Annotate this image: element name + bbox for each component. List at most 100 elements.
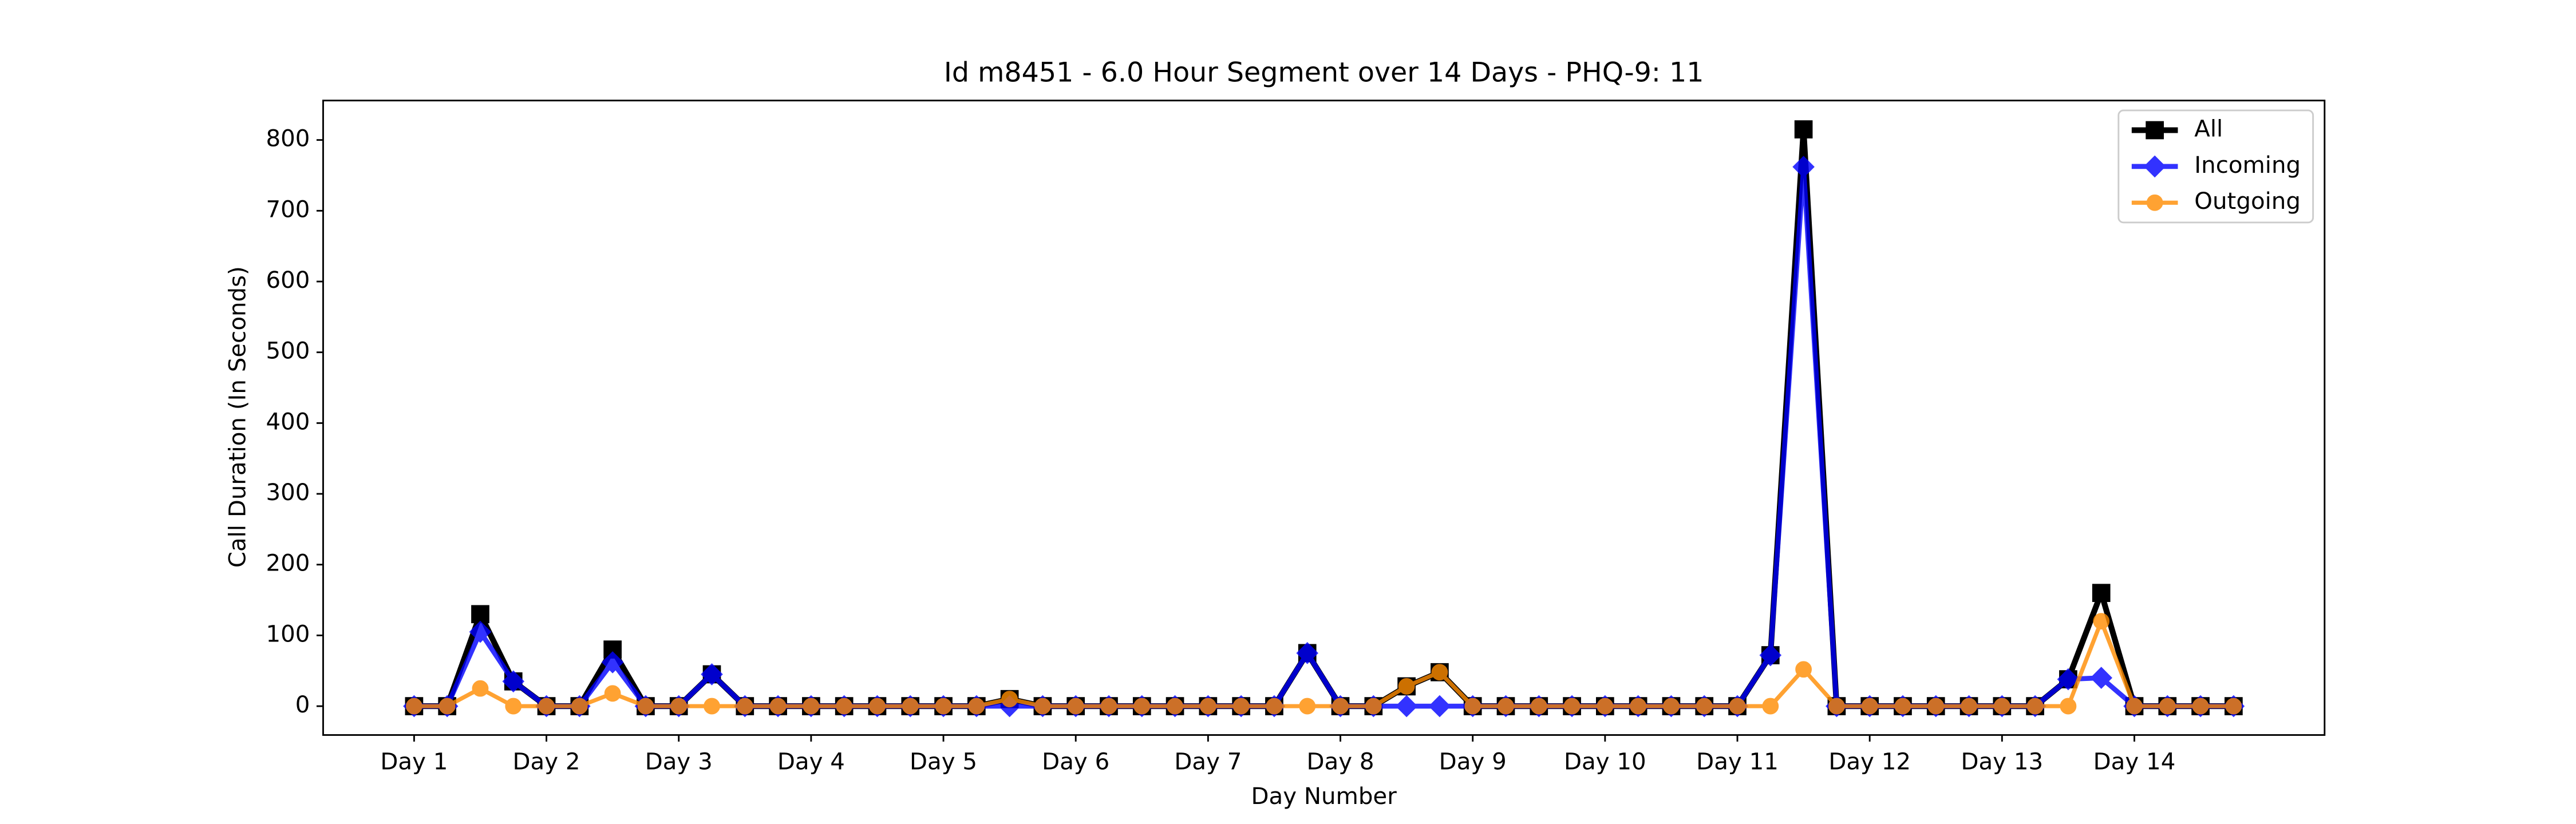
marker [2225, 698, 2242, 715]
marker [2092, 584, 2111, 603]
marker [2126, 698, 2143, 715]
series-line [414, 619, 2234, 708]
marker [2090, 667, 2113, 689]
marker [869, 698, 886, 715]
marker [2159, 698, 2176, 715]
marker [2093, 613, 2110, 630]
y-tick-label: 700 [266, 196, 310, 223]
marker [469, 620, 492, 643]
marker [1498, 698, 1514, 715]
x-tick-label: Day 9 [1439, 748, 1507, 775]
marker [1299, 698, 1316, 715]
x-tick-label: Day 11 [1696, 748, 1779, 775]
marker [538, 698, 555, 715]
x-tick-label: Day 10 [1564, 748, 1646, 775]
marker [1795, 661, 1812, 678]
legend-entry [2131, 155, 2178, 178]
marker [472, 680, 489, 697]
marker [1792, 156, 1815, 178]
x-tick-label: Day 14 [2093, 748, 2176, 775]
marker [1563, 698, 1581, 715]
plot-frame [322, 100, 2326, 736]
marker [670, 698, 688, 715]
marker [836, 698, 853, 715]
x-tick-label: Day 7 [1174, 748, 1242, 775]
marker [1034, 698, 1051, 715]
series [406, 613, 2242, 715]
marker [1199, 698, 1216, 715]
marker [1762, 698, 1779, 715]
marker [1961, 698, 1977, 715]
chart-title: Id m8451 - 6.0 Hour Segment over 14 Days… [944, 57, 1704, 89]
y-tick-label: 0 [295, 691, 310, 718]
marker [1067, 698, 1084, 715]
series [405, 120, 2243, 715]
marker [1296, 642, 1319, 664]
marker [1100, 698, 1117, 715]
marker [604, 685, 621, 702]
marker [1927, 698, 1945, 715]
marker [968, 698, 985, 715]
y-axis-label: Call Duration (In Seconds) [224, 266, 251, 568]
series-line [414, 126, 2234, 710]
marker [1894, 698, 1911, 715]
marker [704, 698, 720, 715]
marker [2057, 668, 2080, 691]
x-tick-label: Day 3 [645, 748, 713, 775]
marker [2146, 194, 2163, 211]
marker [1133, 698, 1151, 715]
legend-entry [2131, 194, 2178, 211]
y-tick-label: 300 [266, 479, 310, 506]
marker [2143, 155, 2166, 178]
y-tick-label: 500 [266, 338, 310, 365]
x-tick-label: Day 2 [513, 748, 580, 775]
marker [1993, 698, 2010, 715]
x-tick-label: Day 8 [1306, 748, 1374, 775]
x-tick-label: Day 6 [1042, 748, 1109, 775]
legend-entry [2131, 121, 2178, 140]
x-tick-label: Day 5 [910, 748, 977, 775]
marker [1696, 698, 1713, 715]
marker [1663, 698, 1680, 715]
series [403, 156, 2245, 718]
marker [1630, 698, 1647, 715]
marker [803, 698, 820, 715]
marker [1597, 698, 1614, 715]
x-tick-label: Day 13 [1961, 748, 2043, 775]
marker [2192, 698, 2209, 715]
marker [1759, 644, 1782, 667]
marker [1398, 678, 1415, 695]
marker [1530, 698, 1547, 715]
marker [505, 698, 522, 715]
legend-label: Incoming [2194, 152, 2301, 179]
marker [406, 698, 422, 715]
marker [1464, 698, 1481, 715]
marker [438, 698, 456, 715]
marker [1828, 698, 1845, 715]
marker [1266, 698, 1283, 715]
marker [502, 670, 525, 693]
marker [1794, 120, 1813, 138]
marker [637, 698, 654, 715]
marker [2146, 121, 2164, 140]
marker [701, 663, 723, 686]
marker [1428, 695, 1451, 718]
y-tick-label: 600 [266, 267, 310, 294]
marker [471, 605, 489, 624]
marker [1729, 698, 1746, 715]
x-tick-label: Day 1 [380, 748, 448, 775]
legend-label: All [2194, 116, 2223, 142]
y-tick-label: 200 [266, 550, 310, 577]
x-axis-label: Day Number [1251, 783, 1397, 810]
marker [601, 651, 624, 674]
marker [571, 698, 588, 715]
marker [1395, 695, 1418, 718]
marker [902, 698, 919, 715]
y-tick-label: 800 [266, 125, 310, 152]
marker [1332, 698, 1349, 715]
legend-label: Outgoing [2194, 188, 2301, 215]
y-tick-label: 100 [266, 620, 310, 647]
marker [1431, 664, 1448, 681]
series-line [414, 164, 2234, 709]
